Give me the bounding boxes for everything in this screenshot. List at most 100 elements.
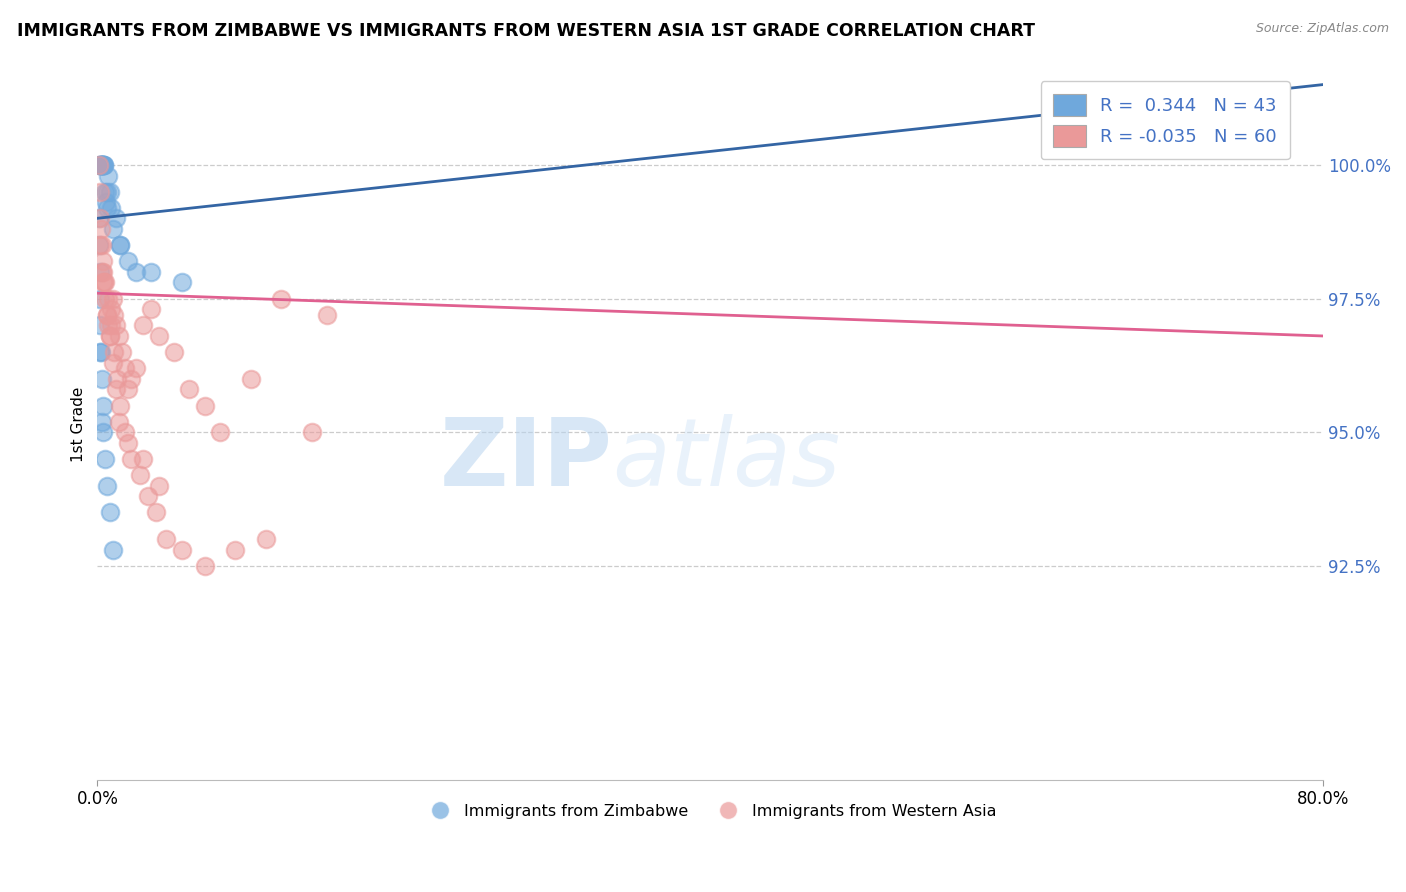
- Point: [120, 452, 142, 467]
- Point: [110, 238, 132, 252]
- Point: [117, 436, 139, 450]
- Text: IMMIGRANTS FROM ZIMBABWE VS IMMIGRANTS FROM WESTERN ASIA 1ST GRADE CORRELATION C: IMMIGRANTS FROM ZIMBABWE VS IMMIGRANTS F…: [17, 22, 1035, 40]
- Point: [170, 276, 193, 290]
- Point: [194, 559, 217, 574]
- Point: [179, 383, 201, 397]
- Point: [163, 345, 186, 359]
- Point: [91, 158, 114, 172]
- Point: [270, 292, 292, 306]
- Point: [91, 254, 114, 268]
- Point: [91, 415, 114, 429]
- Point: [89, 211, 111, 226]
- Point: [89, 345, 111, 359]
- Point: [148, 329, 170, 343]
- Point: [91, 158, 114, 172]
- Text: ZIP: ZIP: [439, 414, 612, 506]
- Point: [89, 265, 111, 279]
- Point: [132, 452, 155, 467]
- Point: [124, 361, 146, 376]
- Point: [239, 372, 262, 386]
- Point: [89, 292, 111, 306]
- Point: [89, 158, 111, 172]
- Point: [89, 238, 111, 252]
- Point: [90, 158, 112, 172]
- Point: [91, 238, 114, 252]
- Point: [98, 329, 121, 343]
- Point: [101, 543, 124, 558]
- Point: [254, 533, 277, 547]
- Point: [87, 158, 110, 172]
- Point: [98, 185, 121, 199]
- Text: atlas: atlas: [612, 414, 841, 505]
- Point: [100, 302, 122, 317]
- Point: [139, 265, 162, 279]
- Point: [98, 329, 121, 343]
- Point: [89, 158, 111, 172]
- Point: [89, 185, 111, 199]
- Point: [145, 506, 167, 520]
- Point: [104, 383, 127, 397]
- Point: [93, 276, 115, 290]
- Point: [89, 318, 111, 333]
- Point: [117, 383, 139, 397]
- Point: [101, 222, 124, 236]
- Point: [114, 361, 136, 376]
- Point: [91, 265, 114, 279]
- Point: [91, 372, 114, 386]
- Point: [100, 318, 122, 333]
- Point: [96, 201, 118, 215]
- Point: [170, 543, 193, 558]
- Point: [101, 356, 124, 370]
- Point: [90, 158, 112, 172]
- Legend: Immigrants from Zimbabwe, Immigrants from Western Asia: Immigrants from Zimbabwe, Immigrants fro…: [418, 797, 1002, 825]
- Point: [90, 345, 112, 359]
- Point: [110, 399, 132, 413]
- Point: [96, 185, 118, 199]
- Point: [94, 452, 117, 467]
- Point: [117, 254, 139, 268]
- Point: [96, 479, 118, 493]
- Point: [94, 292, 117, 306]
- Point: [114, 425, 136, 440]
- Point: [94, 185, 117, 199]
- Point: [91, 158, 114, 172]
- Point: [100, 201, 122, 215]
- Point: [93, 158, 115, 172]
- Point: [91, 158, 114, 172]
- Point: [107, 329, 129, 343]
- Point: [93, 158, 115, 172]
- Point: [132, 318, 155, 333]
- Point: [91, 399, 114, 413]
- Point: [89, 238, 111, 252]
- Point: [129, 468, 152, 483]
- Point: [97, 169, 120, 183]
- Point: [148, 479, 170, 493]
- Point: [97, 292, 120, 306]
- Point: [224, 543, 246, 558]
- Point: [155, 533, 177, 547]
- Point: [87, 211, 110, 226]
- Point: [316, 308, 339, 322]
- Point: [98, 506, 121, 520]
- Point: [90, 158, 112, 172]
- Point: [97, 318, 120, 333]
- Point: [93, 425, 115, 440]
- Point: [110, 238, 132, 252]
- Point: [208, 425, 231, 440]
- Point: [124, 265, 146, 279]
- Point: [111, 345, 134, 359]
- Point: [104, 318, 127, 333]
- Point: [136, 490, 159, 504]
- Point: [94, 276, 117, 290]
- Point: [89, 158, 111, 172]
- Point: [107, 415, 129, 429]
- Text: Source: ZipAtlas.com: Source: ZipAtlas.com: [1256, 22, 1389, 36]
- Point: [103, 345, 125, 359]
- Point: [103, 308, 125, 322]
- Point: [120, 372, 142, 386]
- Point: [301, 425, 323, 440]
- Point: [96, 308, 118, 322]
- Point: [104, 211, 127, 226]
- Point: [90, 222, 112, 236]
- Point: [93, 158, 115, 172]
